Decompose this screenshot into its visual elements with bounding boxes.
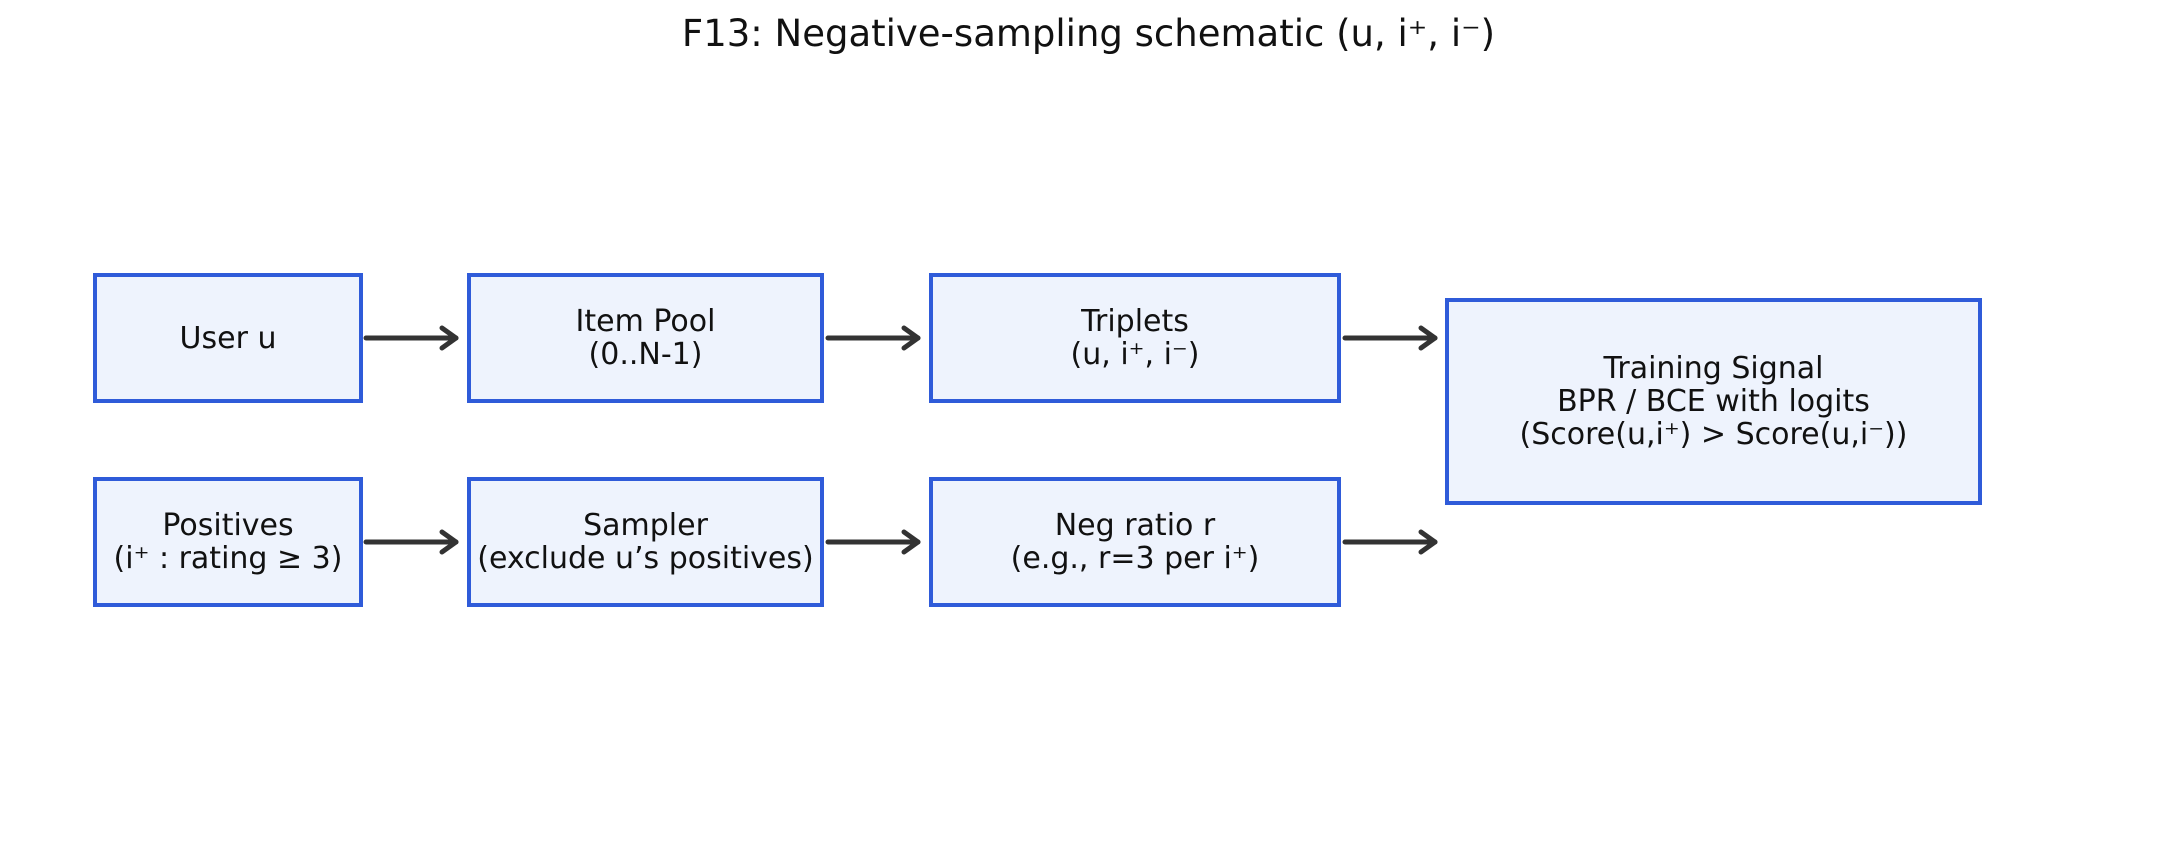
arrow-neg-ratio-to-training-signal	[1342, 529, 1438, 555]
arrow-item-pool-to-triplets	[825, 325, 921, 351]
node-training-signal-sublabel-2: (Score(u,i⁺) > Score(u,i⁻))	[1519, 417, 1908, 452]
node-item-pool-sublabel: (0..N-1)	[588, 337, 703, 372]
node-neg-ratio: Neg ratio r (e.g., r=3 per i⁺)	[929, 477, 1341, 607]
arrow-sampler-to-neg-ratio	[825, 529, 921, 555]
node-triplets-label: Triplets	[1081, 304, 1189, 339]
node-neg-ratio-label: Neg ratio r	[1054, 508, 1216, 543]
node-positives-label: Positives	[162, 508, 294, 543]
arrow-triplets-to-training-signal	[1342, 325, 1438, 351]
node-positives: Positives (i⁺ : rating ≥ 3)	[93, 477, 363, 607]
node-sampler: Sampler (exclude u’s positives)	[467, 477, 824, 607]
node-triplets: Triplets (u, i⁺, i⁻)	[929, 273, 1341, 403]
arrow-user-to-item-pool	[363, 325, 459, 351]
node-training-signal-label: Training Signal	[1603, 351, 1824, 386]
diagram-title: F13: Negative-sampling schematic (u, i⁺,…	[681, 12, 1496, 55]
node-item-pool-label: Item Pool	[575, 304, 716, 339]
node-neg-ratio-sublabel: (e.g., r=3 per i⁺)	[1010, 541, 1260, 576]
node-training-signal: Training Signal BPR / BCE with logits (S…	[1445, 298, 1982, 505]
arrow-positives-to-sampler	[363, 529, 459, 555]
node-user: User u	[93, 273, 363, 403]
node-training-signal-sublabel-1: BPR / BCE with logits	[1557, 384, 1870, 419]
node-triplets-sublabel: (u, i⁺, i⁻)	[1070, 337, 1200, 372]
node-sampler-sublabel: (exclude u’s positives)	[477, 541, 814, 576]
node-item-pool: Item Pool (0..N-1)	[467, 273, 824, 403]
node-positives-sublabel: (i⁺ : rating ≥ 3)	[113, 541, 343, 576]
node-sampler-label: Sampler	[583, 508, 708, 543]
node-user-label: User u	[179, 320, 277, 356]
